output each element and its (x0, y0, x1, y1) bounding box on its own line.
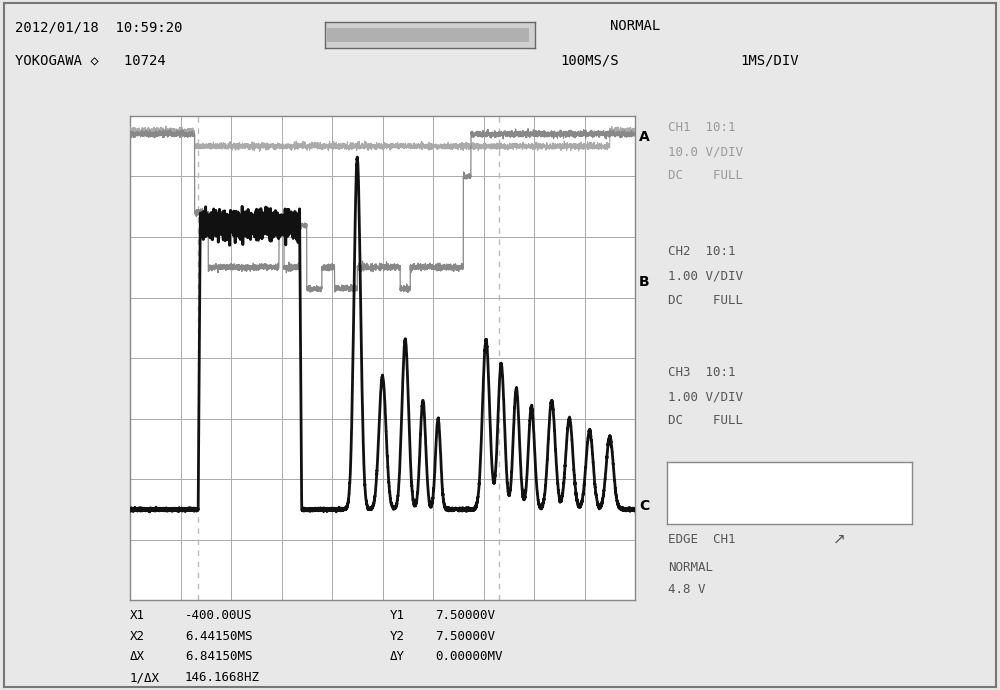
Text: 6.44150MS: 6.44150MS (185, 630, 252, 642)
Text: Y1: Y1 (390, 609, 405, 622)
Text: -400.00US: -400.00US (185, 609, 252, 622)
Text: 7.50000V: 7.50000V (435, 630, 495, 642)
Text: 1.00 V/DIV: 1.00 V/DIV (668, 270, 743, 282)
Text: 100MS/S: 100MS/S (560, 53, 619, 67)
Text: 1.00 V/DIV: 1.00 V/DIV (668, 391, 743, 403)
Text: 1MS/DIV: 1MS/DIV (740, 53, 799, 67)
Text: A: A (639, 130, 650, 144)
Text: CH2  10:1: CH2 10:1 (668, 246, 736, 258)
Text: 146.1668HZ: 146.1668HZ (185, 671, 260, 684)
Text: 4.8 V: 4.8 V (668, 584, 706, 596)
Bar (327, 28, 529, 42)
Text: ↗: ↗ (833, 532, 846, 547)
Text: CH3  10:1: CH3 10:1 (668, 366, 736, 379)
Text: C: C (639, 500, 649, 513)
Text: ΔX: ΔX (130, 651, 145, 663)
Text: NORMAL: NORMAL (610, 19, 660, 32)
Text: YOKOGAWA ◇   10724: YOKOGAWA ◇ 10724 (15, 54, 166, 68)
Text: ΔY: ΔY (390, 651, 405, 663)
Text: NORMAL: NORMAL (668, 561, 713, 573)
Text: Y2: Y2 (390, 630, 405, 642)
Text: EDGE  CH1: EDGE CH1 (668, 533, 736, 546)
Text: DC    FULL: DC FULL (668, 294, 743, 306)
Text: DC    FULL: DC FULL (668, 170, 743, 182)
Text: B: B (639, 275, 650, 289)
Text: X1: X1 (130, 609, 145, 622)
Text: 2012/01/18  10:59:20: 2012/01/18 10:59:20 (15, 21, 182, 34)
Text: 7.50000V: 7.50000V (435, 609, 495, 622)
Text: 6.84150MS: 6.84150MS (185, 651, 252, 663)
Text: X2: X2 (130, 630, 145, 642)
Text: 1/ΔX: 1/ΔX (130, 671, 160, 684)
Text: 10.0 V/DIV: 10.0 V/DIV (668, 146, 743, 158)
Text: CH1  10:1: CH1 10:1 (668, 121, 736, 134)
Text: DC    FULL: DC FULL (668, 415, 743, 427)
Text: 0.00000MV: 0.00000MV (435, 651, 503, 663)
